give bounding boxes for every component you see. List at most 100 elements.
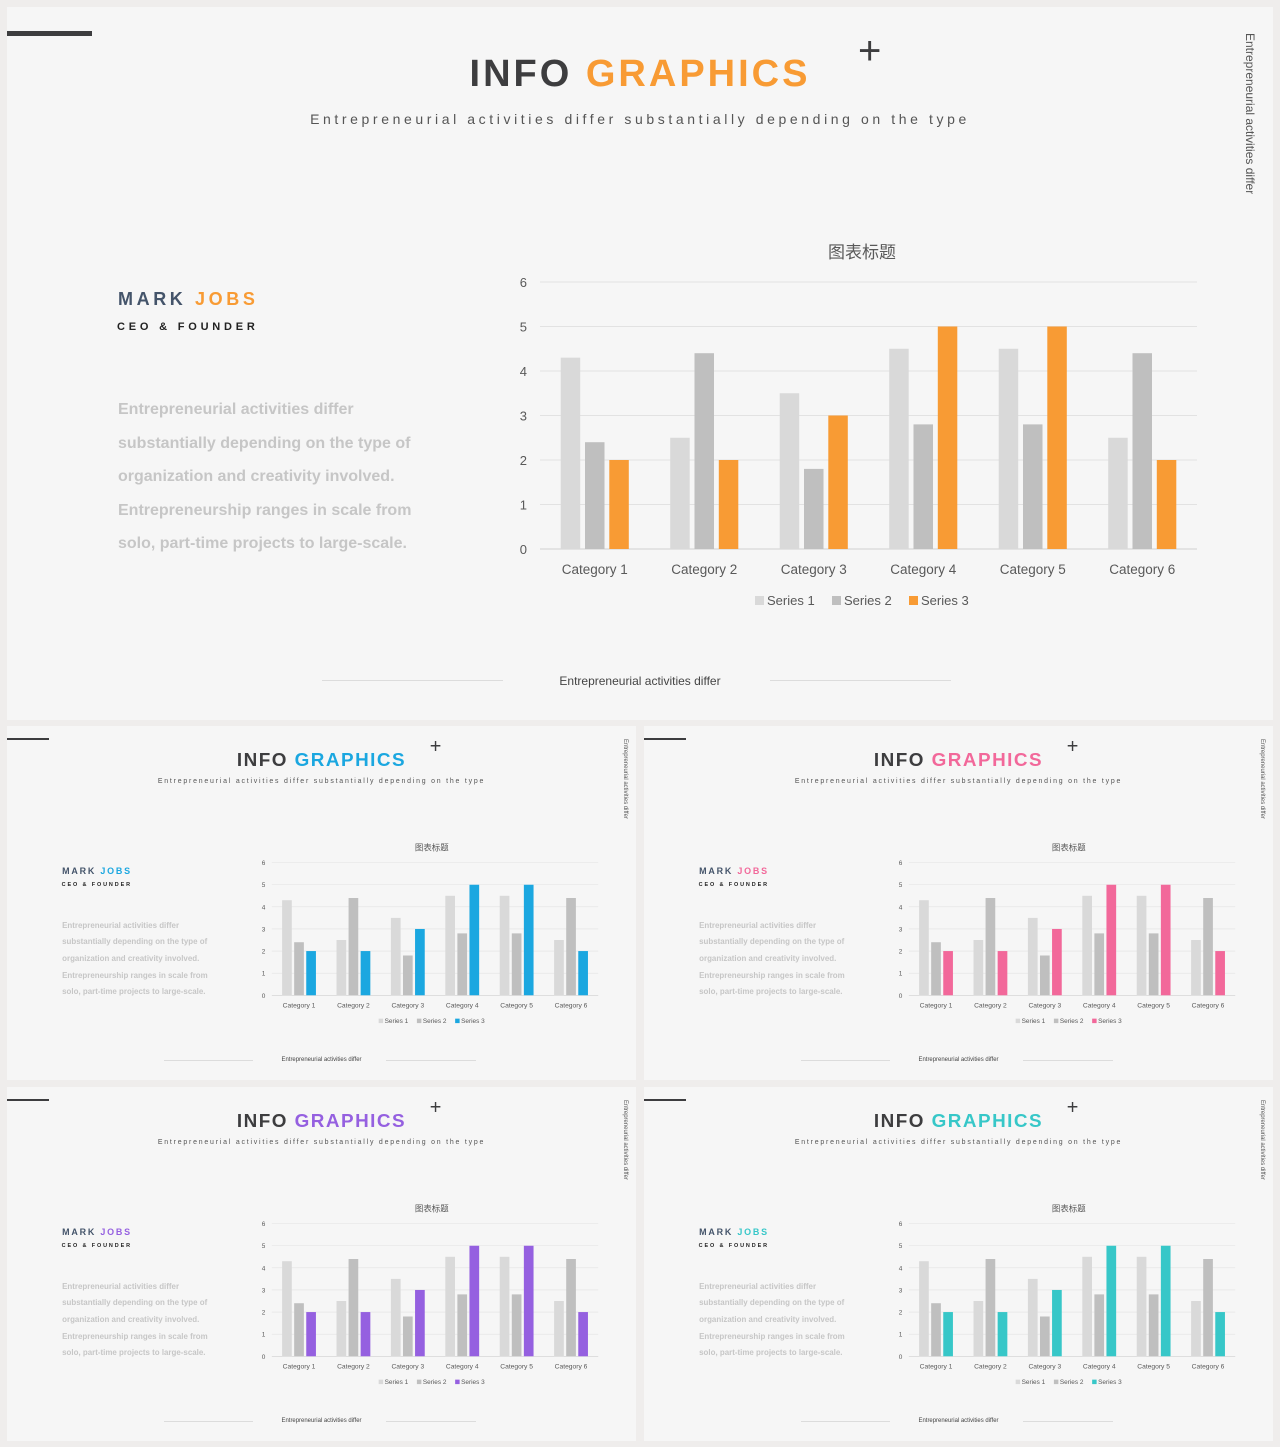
- bar-series3-cat5: [1160, 884, 1171, 996]
- legend-label: Series 2: [1060, 1379, 1084, 1386]
- top-left-bar: [644, 1098, 687, 1102]
- paragraph-line: Entrepreneurial activities differ: [62, 1281, 180, 1291]
- bar-chart: 图表标题 0 1 2 3 4 5 6 Category 1 Category 2 Category …: [899, 843, 1236, 1025]
- y-tick-label: 5: [520, 320, 527, 335]
- footer-text: Entrepreneurial activities differ: [918, 1418, 999, 1425]
- bar-series2-cat4: [457, 933, 468, 996]
- footer-line-left: [322, 680, 503, 681]
- bar-series2-cat3: [402, 1316, 413, 1357]
- bar-series3-cat3: [415, 928, 425, 996]
- bar-series1-cat5: [499, 1256, 510, 1357]
- bar-series1-cat5: [1136, 1256, 1147, 1357]
- category-label: Category 5: [1000, 562, 1066, 577]
- description-paragraph: Entrepreneurial activities differ substan…: [699, 1279, 845, 1362]
- plus-icon: +: [1066, 735, 1079, 758]
- slide-pink: INFO GRAPHICS + Entrepreneurial activities…: [644, 726, 1273, 1080]
- footer-text: Entrepreneurial activities differ: [559, 674, 721, 688]
- legend-label: Series 3: [461, 1018, 485, 1025]
- name-last: JOBS: [737, 866, 769, 877]
- y-tick-label: 6: [262, 860, 266, 867]
- bar-series1-cat4: [445, 1256, 456, 1357]
- bar-series2-cat2: [348, 1259, 359, 1357]
- subtitle: Entrepreneurial activities differ substa…: [794, 777, 1123, 785]
- bar-series2-cat1: [931, 1303, 941, 1357]
- legend-swatch: [1092, 1018, 1097, 1024]
- paragraph-line: Entrepreneurial activities differ: [118, 401, 354, 418]
- legend-swatch: [416, 1379, 422, 1385]
- bar-series2-cat3: [402, 955, 413, 996]
- legend-swatch: [1053, 1379, 1059, 1385]
- bar-series2-cat5: [1023, 424, 1043, 549]
- title-word-info: INFO: [469, 53, 573, 95]
- bar-series3-cat1: [306, 1312, 316, 1357]
- bar-series1-cat6: [1191, 940, 1201, 996]
- legend-swatch: [455, 1018, 460, 1024]
- y-tick-label: 0: [899, 1354, 903, 1361]
- title-word-info: INFO: [873, 1109, 925, 1131]
- bar-series2-cat4: [1094, 1294, 1105, 1357]
- bar-series2-cat3: [1039, 955, 1050, 996]
- legend-label: Series 3: [461, 1379, 485, 1386]
- legend-swatch: [455, 1379, 460, 1385]
- legend-label: Series 1: [385, 1018, 409, 1025]
- person-role: CEO & FOUNDER: [698, 1243, 769, 1249]
- slide-purple: INFO GRAPHICS + Entrepreneurial activities…: [7, 1087, 636, 1441]
- title-word-graphics: GRAPHICS: [931, 1109, 1044, 1131]
- y-tick-label: 6: [262, 1221, 266, 1228]
- y-tick-label: 6: [520, 275, 527, 290]
- paragraph-line: organization and creativity involved.: [699, 954, 837, 964]
- paragraph-line: organization and creativity involved.: [699, 1315, 837, 1325]
- y-tick-label: 1: [899, 971, 903, 978]
- paragraph-line: substantially depending on the type of: [699, 937, 845, 947]
- bar-series3-cat5: [523, 1245, 534, 1357]
- y-tick-label: 4: [520, 364, 527, 379]
- title-word-graphics: GRAPHICS: [931, 748, 1044, 770]
- paragraph-line: solo, part-time projects to large-scale.: [62, 987, 206, 997]
- top-left-bar: [7, 1098, 50, 1102]
- legend-label: Series 3: [1098, 1018, 1122, 1025]
- y-tick-label: 0: [262, 1354, 266, 1361]
- category-label: Category 6: [1192, 1003, 1225, 1010]
- person-name: MARK JOBS: [118, 289, 258, 310]
- bar-series1-cat5: [499, 895, 510, 996]
- paragraph-line: substantially depending on the type of: [699, 1298, 845, 1308]
- bar-series1-cat6: [1108, 437, 1128, 549]
- y-tick-label: 4: [899, 904, 903, 911]
- paragraph-line: Entrepreneurship ranges in scale from: [62, 1331, 208, 1341]
- subtitle: Entrepreneurial activities differ substa…: [157, 777, 486, 785]
- category-label: Category 2: [974, 1364, 1007, 1371]
- chart-title: 图表标题: [415, 843, 449, 853]
- title-word-graphics: GRAPHICS: [294, 1109, 407, 1131]
- category-label: Category 1: [283, 1003, 316, 1010]
- category-label: Category 1: [920, 1003, 953, 1010]
- y-tick-label: 3: [899, 926, 903, 933]
- footer-line-right: [1023, 1060, 1113, 1062]
- bar-series3-cat6: [578, 1312, 588, 1357]
- bar-series3-cat4: [469, 884, 480, 996]
- bar-series3-cat4: [1106, 1245, 1117, 1357]
- paragraph-line: Entrepreneurial activities differ: [699, 1281, 817, 1291]
- top-left-bar: [7, 31, 92, 36]
- bar-series3-cat6: [578, 951, 588, 996]
- category-label: Category 6: [1192, 1364, 1225, 1371]
- legend-label: Series 3: [1098, 1379, 1122, 1386]
- category-label: Category 6: [555, 1003, 588, 1010]
- bar-series1-cat6: [554, 940, 564, 996]
- slide-teal: INFO GRAPHICS + Entrepreneurial activities…: [644, 1087, 1273, 1441]
- bar-series2-cat3: [804, 468, 824, 549]
- paragraph-line: Entrepreneurial activities differ: [699, 920, 817, 930]
- category-label: Category 2: [671, 562, 737, 577]
- bar-series1-cat3: [1027, 917, 1038, 996]
- bar-series3-cat6: [1215, 951, 1225, 996]
- paragraph-line: Entrepreneurship ranges in scale from: [62, 970, 208, 980]
- person-name: MARK JOBS: [62, 866, 132, 876]
- category-label: Category 4: [1083, 1364, 1116, 1371]
- name-first: MARK: [62, 1227, 97, 1238]
- bar-series2-cat3: [1039, 1316, 1050, 1357]
- legend-label: Series 2: [844, 593, 892, 608]
- y-tick-label: 5: [262, 1243, 266, 1250]
- bar-series1-cat6: [554, 1301, 564, 1357]
- category-label: Category 5: [500, 1003, 533, 1010]
- bar-series1-cat5: [998, 348, 1019, 549]
- bar-series3-cat2: [360, 951, 371, 996]
